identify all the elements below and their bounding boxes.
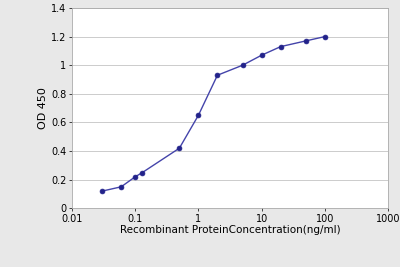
X-axis label: Recombinant ProteinConcentration(ng/ml): Recombinant ProteinConcentration(ng/ml) bbox=[120, 225, 340, 235]
Y-axis label: OD 450: OD 450 bbox=[38, 87, 48, 129]
